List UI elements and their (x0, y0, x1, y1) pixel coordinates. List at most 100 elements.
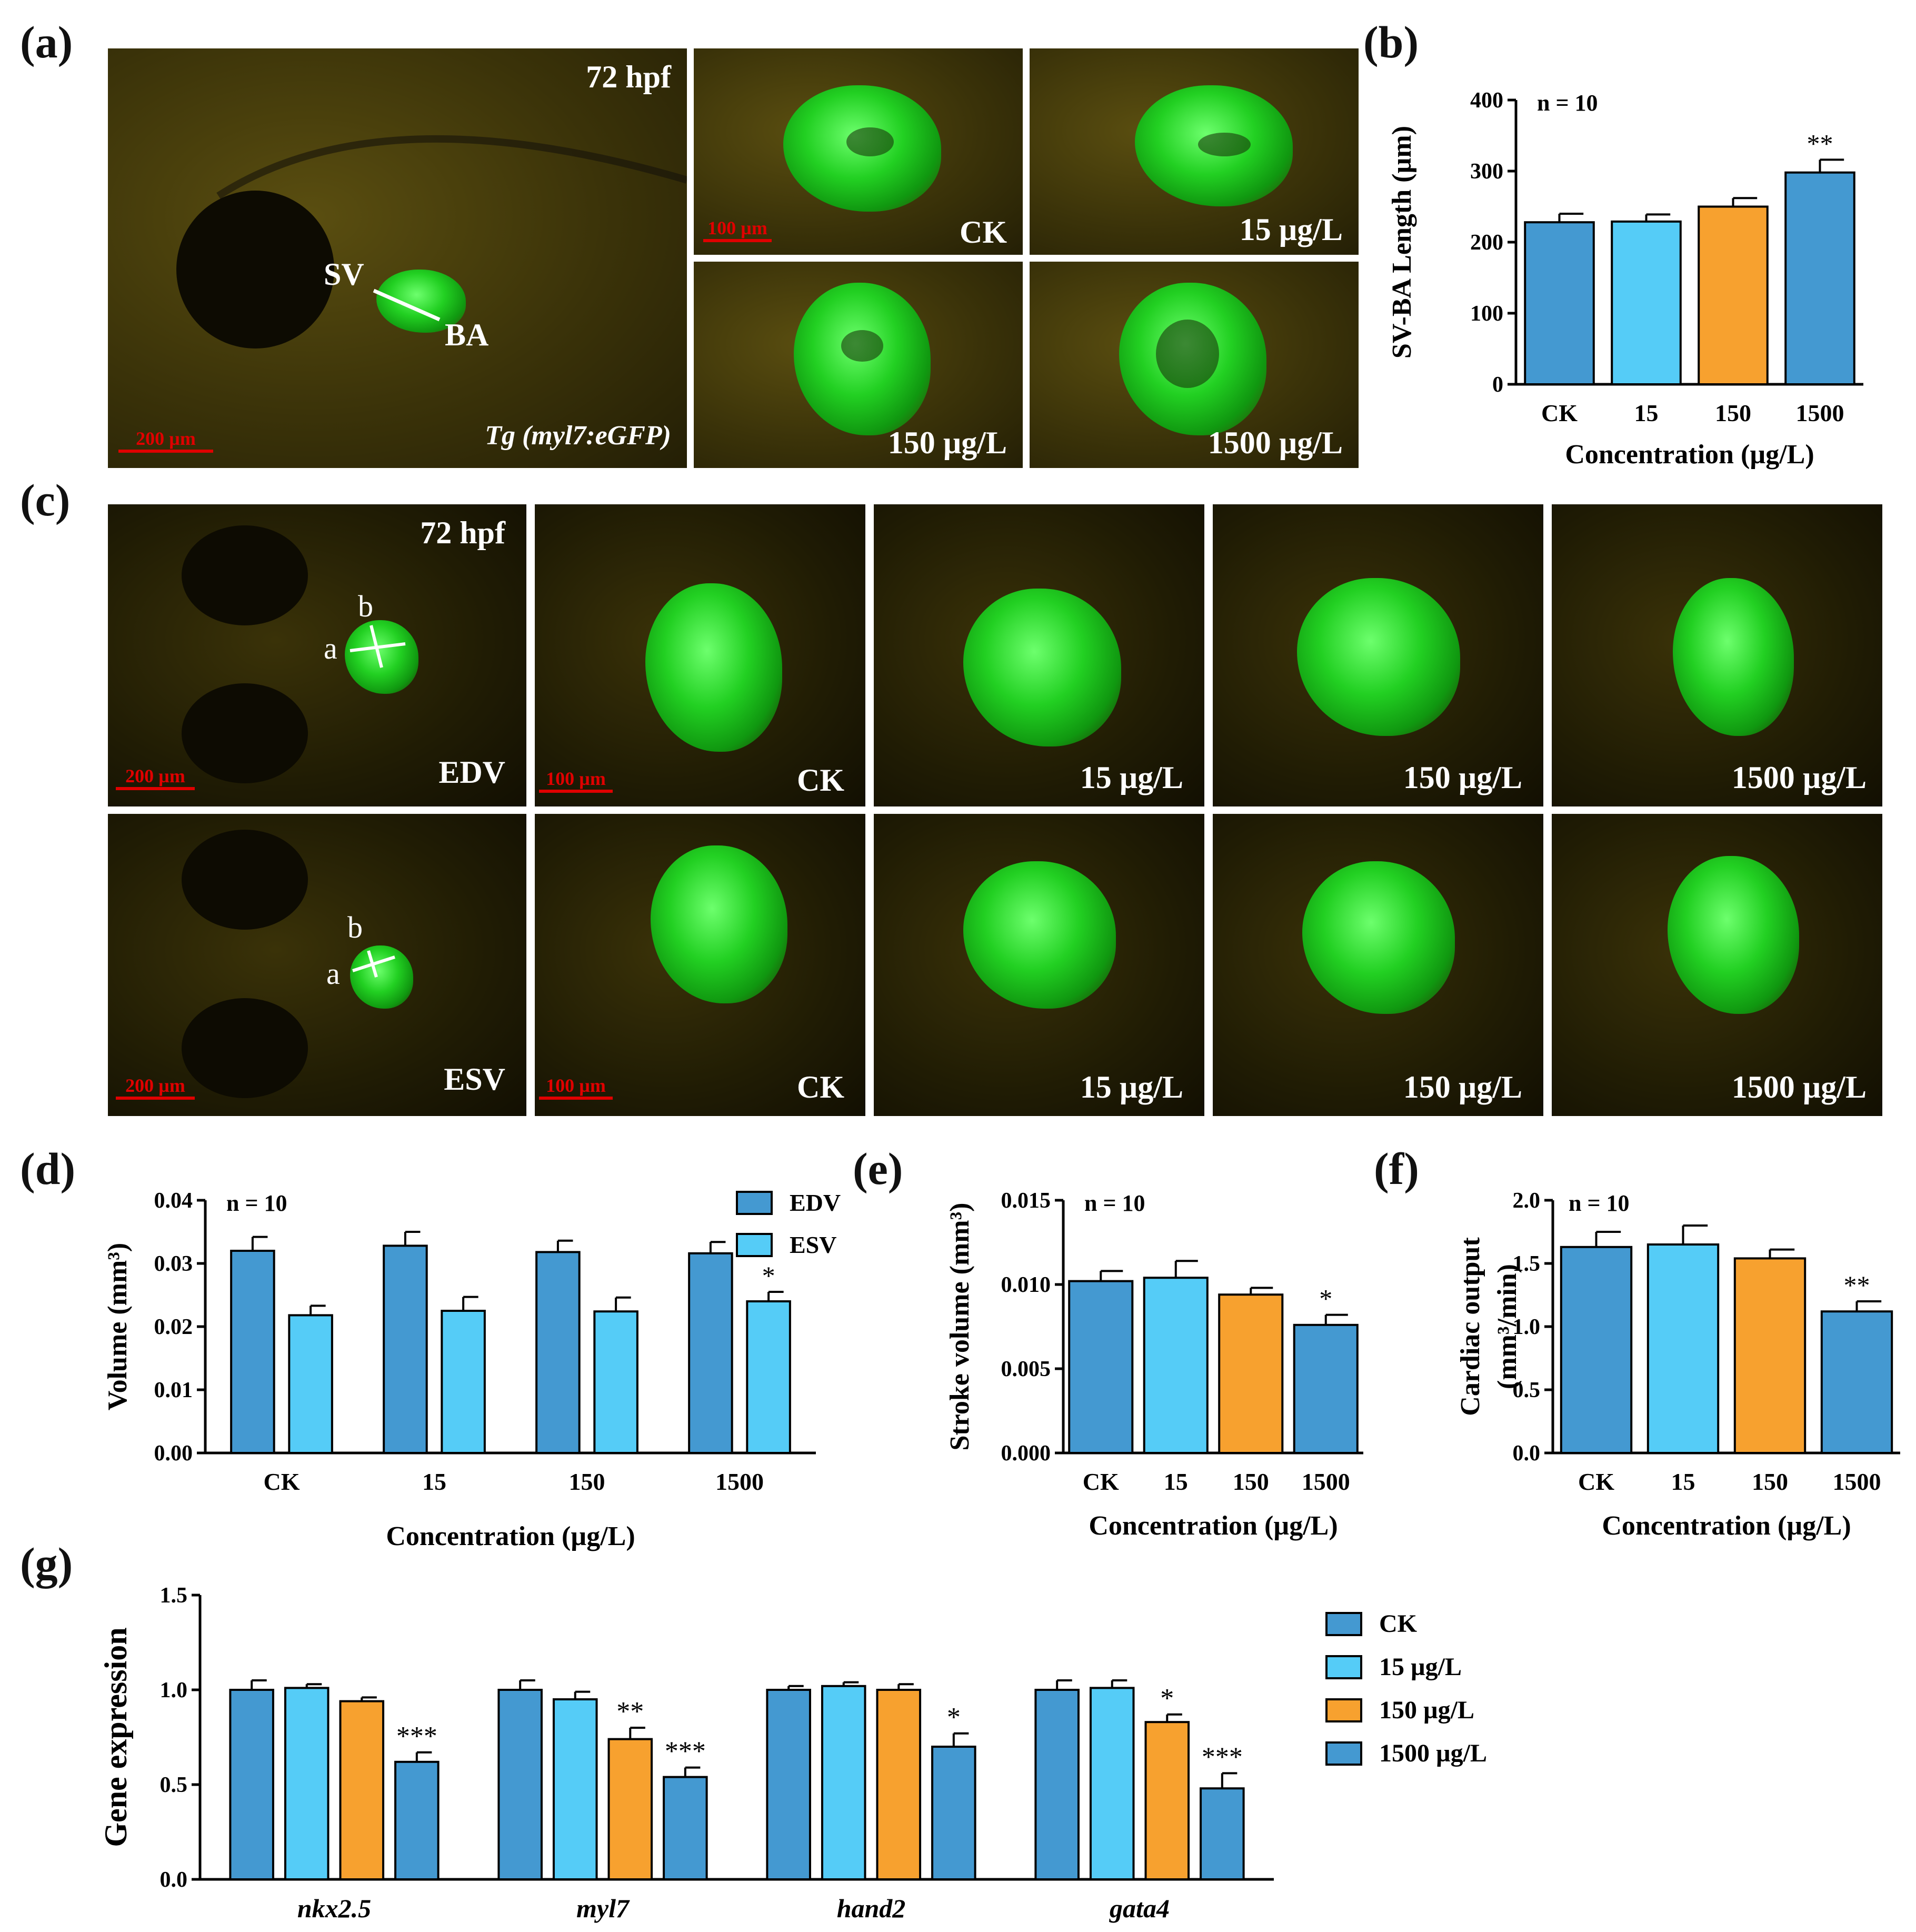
scale-bar: 200 µm (116, 1074, 195, 1100)
legend-swatch (1325, 1612, 1362, 1636)
x-tick-label: 15 (1634, 400, 1659, 426)
thumb-label: CK (960, 215, 1007, 250)
thumb-label: 1500 µg/L (1208, 425, 1343, 460)
thumb-label: 1500 µg/L (1731, 760, 1867, 795)
bar (1560, 1246, 1633, 1455)
diameter-a-label: a (326, 957, 340, 991)
significance-mark: *** (665, 1737, 706, 1767)
x-tick-label: 1500 (1302, 1468, 1350, 1495)
y-tick-label: 1.5 (160, 1584, 188, 1608)
bar (1200, 1787, 1245, 1881)
thumb-label: 15 µg/L (1080, 1070, 1183, 1104)
thumb-label: 15 µg/L (1080, 760, 1183, 795)
y-axis-label: Stroke volume (mm³) (945, 1203, 975, 1451)
time-label: 72 hpf (420, 515, 505, 550)
micrograph-c-esv-15: 15 µg/L (874, 814, 1204, 1116)
y-axis-label: SV-BA Length (µm) (1387, 126, 1417, 358)
thumb-label: 150 µg/L (1403, 760, 1522, 795)
time-label: 72 hpf (586, 59, 671, 94)
thumb-label: CK (797, 763, 844, 798)
legend-swatch (1325, 1741, 1362, 1766)
x-tick-label: 150 (1752, 1468, 1788, 1495)
micrograph-c-edv-ck: CK 100 µm (535, 504, 865, 806)
bar (1218, 1293, 1284, 1454)
x-tick-label: 150 (1233, 1468, 1269, 1495)
significance-mark: *** (1202, 1742, 1243, 1772)
y-tick-label: 0.04 (154, 1189, 193, 1213)
x-axis-label: Concentration (µg/L) (1602, 1511, 1851, 1541)
micrograph-c-esv-150: 150 µg/L (1213, 814, 1543, 1116)
y-tick-label: 0.02 (154, 1315, 193, 1339)
x-tick-label: 1500 (1796, 400, 1844, 426)
chart-g-gene-expression: 0.00.51.01.5***nkx2.5*****myl7*hand2****… (98, 1584, 1487, 1923)
y-tick-label: 0.5 (160, 1773, 188, 1797)
legend-label: 15 µg/L (1379, 1653, 1462, 1681)
x-tick-label: 150 (569, 1468, 605, 1495)
panel-label-b: (b) (1363, 17, 1419, 67)
bar (394, 1760, 440, 1880)
panel-label-f: (f) (1374, 1143, 1419, 1194)
bar (766, 1689, 811, 1880)
bar (931, 1746, 976, 1880)
micrograph-c-esv-ck: CK 100 µm (535, 814, 865, 1116)
sample-size-label: n = 10 (1569, 1190, 1630, 1216)
bar (229, 1689, 274, 1880)
bar (1089, 1687, 1135, 1880)
legend-swatch (736, 1233, 773, 1257)
bar (1293, 1323, 1359, 1454)
scale-bar: 200 µm (118, 427, 213, 453)
x-axis-label: Concentration (µg/L) (1565, 440, 1814, 470)
significance-mark: * (1319, 1284, 1332, 1313)
y-tick-label: 200 (1470, 231, 1503, 255)
diameter-a-label: a (324, 631, 337, 665)
panel-label-d: (d) (20, 1143, 76, 1194)
bar (746, 1300, 791, 1454)
legend-label: 150 µg/L (1379, 1696, 1474, 1724)
significance-mark: * (947, 1702, 961, 1732)
bar (1143, 1277, 1209, 1454)
y-tick-label: 0.010 (1001, 1273, 1051, 1297)
x-tick-label: 1500 (1833, 1468, 1881, 1495)
y-tick-label: 0.0 (1513, 1441, 1541, 1466)
y-tick-label: 0.03 (154, 1252, 193, 1276)
legend-label: ESV (790, 1231, 836, 1258)
ba-label: BA (445, 317, 489, 352)
legend-swatch (736, 1191, 773, 1215)
micrograph-c-edv-15: 15 µg/L (874, 504, 1204, 806)
heart-fluorescence (376, 270, 466, 333)
y-tick-label: 100 (1470, 302, 1503, 326)
micrograph-c-esv-1500: 1500 µg/L (1552, 814, 1882, 1116)
y-tick-label: 0.015 (1001, 1189, 1051, 1213)
y-tick-label: 2.0 (1513, 1189, 1541, 1213)
legend-label: EDV (790, 1189, 841, 1216)
significance-mark: *** (396, 1721, 437, 1751)
chart-f-cardiac-output: 0.0 0.5 1.0 1.5 2.0 CK 15 150 ** 1500 n = 10 Cardia… (1455, 1189, 1900, 1541)
bar (1611, 220, 1682, 385)
thumb-label: CK (797, 1070, 844, 1104)
y-tick-label: 300 (1470, 160, 1503, 184)
bar (1820, 1310, 1893, 1454)
diameter-b-label: b (347, 910, 363, 944)
y-tick-label: 0.0 (160, 1868, 188, 1892)
y-tick-label: 1.0 (160, 1678, 188, 1702)
y-tick-label: 0.000 (1001, 1441, 1051, 1466)
bar (288, 1314, 333, 1454)
larva-eye (176, 191, 334, 348)
bar (441, 1310, 486, 1454)
bar (1646, 1243, 1720, 1454)
bar (1144, 1721, 1190, 1880)
x-tick-label: CK (1541, 400, 1578, 426)
legend-swatch (1325, 1655, 1362, 1679)
y-tick-label: 0.005 (1001, 1357, 1051, 1381)
significance-mark: ** (1844, 1270, 1870, 1300)
panel-label-a: (a) (20, 17, 73, 67)
x-tick-label: 15 (1671, 1468, 1695, 1495)
micrograph-c-edv-150: 150 µg/L (1213, 504, 1543, 806)
x-axis-label: Concentration (µg/L) (1089, 1511, 1338, 1541)
bar (383, 1244, 428, 1454)
thumb-label: 15 µg/L (1239, 212, 1343, 247)
y-tick-label: 0.00 (154, 1441, 193, 1466)
micrograph-a-150: 150 µg/L (694, 262, 1023, 468)
legend-label: CK (1379, 1610, 1417, 1638)
x-tick-label: CK (1578, 1468, 1614, 1495)
